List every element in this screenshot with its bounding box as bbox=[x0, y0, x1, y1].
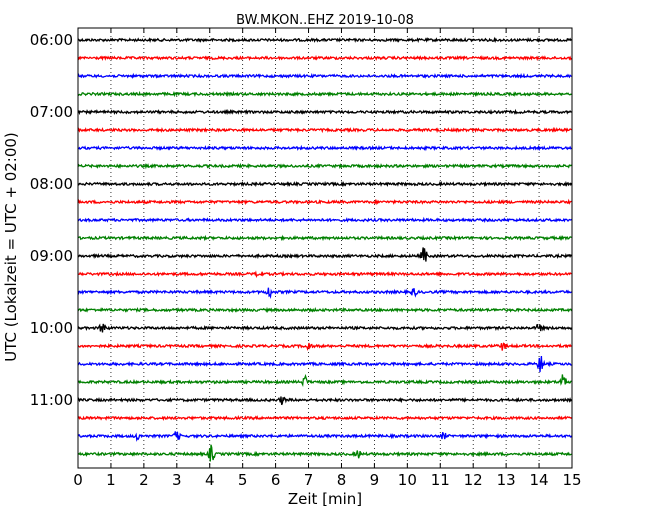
seismogram-trace bbox=[77, 431, 573, 442]
x-tick-label: 2 bbox=[139, 471, 149, 489]
seismogram-trace bbox=[77, 180, 573, 188]
x-tick-label: 14 bbox=[530, 471, 549, 489]
x-tick-label: 4 bbox=[205, 471, 215, 489]
seismogram-trace bbox=[77, 444, 572, 462]
y-tick-label: 09:00 bbox=[30, 247, 73, 265]
seismogram-trace bbox=[77, 270, 572, 278]
x-tick-label: 11 bbox=[431, 471, 450, 489]
seismogram-trace bbox=[77, 162, 573, 170]
seismogram-trace bbox=[77, 54, 573, 62]
x-tick-label: 10 bbox=[398, 471, 417, 489]
x-axis: 0 1 2 3 4 5 6 7 8 9 10 11 12 13 14 15 bbox=[73, 28, 582, 489]
x-tick-label: 15 bbox=[562, 471, 581, 489]
seismogram-trace bbox=[77, 356, 572, 373]
seismogram-trace bbox=[77, 72, 572, 79]
x-tick-label: 12 bbox=[464, 471, 483, 489]
seismogram-trace bbox=[77, 287, 572, 300]
seismogram-trace bbox=[77, 108, 572, 116]
y-tick-label: 06:00 bbox=[30, 31, 73, 49]
x-tick-label: 0 bbox=[73, 471, 83, 489]
y-tick-label: 08:00 bbox=[30, 175, 73, 193]
seismogram-trace bbox=[77, 415, 572, 422]
seismogram-trace bbox=[77, 144, 572, 152]
chart-title: BW.MKON..EHZ 2019-10-08 bbox=[236, 13, 414, 28]
y-axis-label: UTC (Lokalzeit = UTC + 02:00) bbox=[2, 132, 20, 362]
x-tick-label: 6 bbox=[271, 471, 281, 489]
y-axis: 06:00 07:00 08:00 09:00 10:00 11:00 bbox=[30, 31, 572, 409]
x-axis-label: Zeit [min] bbox=[288, 490, 362, 508]
seismogram-trace bbox=[77, 247, 572, 262]
x-tick-label: 3 bbox=[172, 471, 182, 489]
y-tick-label: 10:00 bbox=[30, 319, 73, 337]
seismogram-trace bbox=[77, 323, 572, 333]
x-tick-label: 1 bbox=[106, 471, 116, 489]
y-tick-label: 07:00 bbox=[30, 103, 73, 121]
seismogram-trace bbox=[77, 306, 573, 313]
grid-lines bbox=[110, 28, 540, 468]
seismogram-trace bbox=[77, 396, 573, 406]
x-tick-label: 5 bbox=[238, 471, 248, 489]
traces bbox=[77, 36, 573, 462]
seismogram-trace bbox=[77, 216, 572, 224]
seismogram-trace bbox=[77, 126, 572, 134]
seismogram-trace bbox=[77, 373, 572, 387]
x-tick-label: 9 bbox=[370, 471, 380, 489]
seismogram-trace bbox=[77, 90, 572, 98]
seismogram-trace bbox=[77, 198, 572, 206]
x-tick-label: 13 bbox=[497, 471, 516, 489]
plot-frame bbox=[77, 27, 573, 469]
x-tick-label: 8 bbox=[337, 471, 347, 489]
seismogram-trace bbox=[77, 342, 572, 351]
seismogram-trace bbox=[77, 36, 572, 44]
x-tick-label: 7 bbox=[304, 471, 314, 489]
seismogram-trace bbox=[77, 234, 572, 242]
y-tick-label: 11:00 bbox=[30, 391, 73, 409]
